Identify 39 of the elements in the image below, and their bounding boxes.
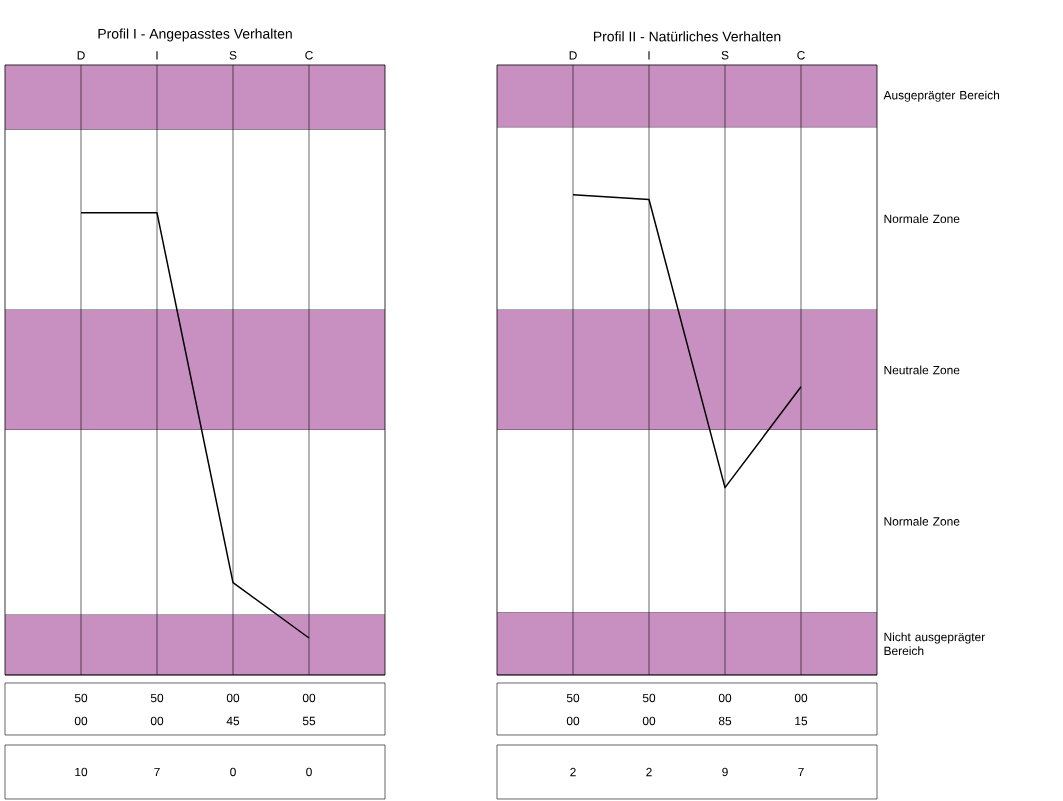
x-tick-label: S	[229, 51, 237, 60]
x-tick-label: I	[156, 51, 158, 60]
text: 00	[74, 716, 88, 726]
x-tick-label: D	[569, 51, 577, 60]
text: 00	[150, 716, 164, 726]
x-tick-label: C	[305, 51, 313, 60]
text: 45	[226, 716, 240, 726]
text: 50	[150, 693, 164, 703]
text: 7	[154, 767, 160, 777]
chart-title: Profil I - Angepasstes Verhalten	[98, 28, 292, 42]
text: 2	[570, 767, 576, 777]
text: 50	[642, 693, 656, 703]
text: 10	[75, 767, 88, 777]
text: 00	[794, 693, 808, 703]
text: 55	[302, 716, 316, 726]
band-label: Nicht ausgeprägter Bereich	[884, 632, 985, 656]
text: 2	[646, 767, 652, 777]
text: 50	[566, 693, 580, 703]
x-tick-label: C	[797, 51, 805, 60]
band-label: Ausgeprägter Bereich	[883, 90, 1000, 102]
band-label: Neutrale Zone	[884, 365, 960, 375]
text: 00	[642, 716, 656, 726]
text: 00	[302, 693, 316, 703]
text: 00	[718, 693, 732, 703]
text: 50	[74, 693, 88, 703]
x-tick-label: I	[648, 51, 650, 60]
text: 85	[718, 716, 732, 726]
x-tick-label: S	[721, 51, 729, 60]
band-label: Normale Zone	[884, 214, 960, 224]
text: 00	[226, 693, 240, 703]
chart-title: Profil II - Natürliches Verhalten	[593, 31, 781, 42]
text: 9	[722, 767, 728, 777]
text: 0	[230, 767, 236, 777]
text: 7	[798, 767, 804, 777]
x-tick-label: D	[77, 51, 85, 60]
text: 0	[306, 767, 312, 777]
text: 15	[795, 716, 808, 726]
text: 00	[566, 716, 580, 726]
band-label: Normale Zone	[884, 516, 960, 526]
